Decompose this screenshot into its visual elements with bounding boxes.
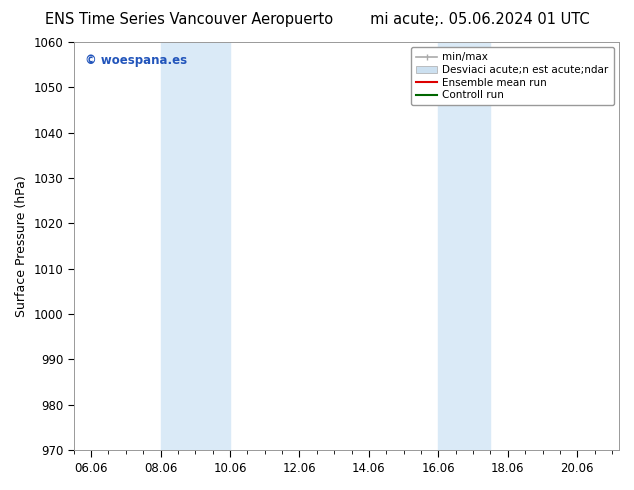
Y-axis label: Surface Pressure (hPa): Surface Pressure (hPa) [15, 175, 28, 317]
Text: © woespana.es: © woespana.es [84, 54, 187, 67]
Legend: min/max, Desviaci acute;n est acute;ndar, Ensemble mean run, Controll run: min/max, Desviaci acute;n est acute;ndar… [411, 47, 614, 105]
Text: ENS Time Series Vancouver Aeropuerto        mi acute;. 05.06.2024 01 UTC: ENS Time Series Vancouver Aeropuerto mi … [44, 12, 590, 27]
Bar [438, 42, 491, 450]
Bar [160, 42, 230, 450]
